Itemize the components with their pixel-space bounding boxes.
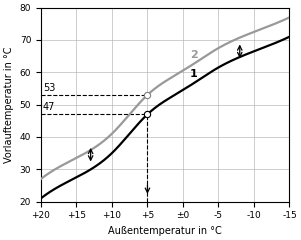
Text: 53: 53 (43, 83, 55, 93)
Text: 2: 2 (190, 50, 198, 60)
Y-axis label: Vorlauftemperatur in °C: Vorlauftemperatur in °C (4, 46, 14, 163)
Text: 47: 47 (43, 102, 55, 112)
Text: 1: 1 (190, 69, 198, 79)
X-axis label: Außentemperatur in °C: Außentemperatur in °C (108, 226, 222, 236)
